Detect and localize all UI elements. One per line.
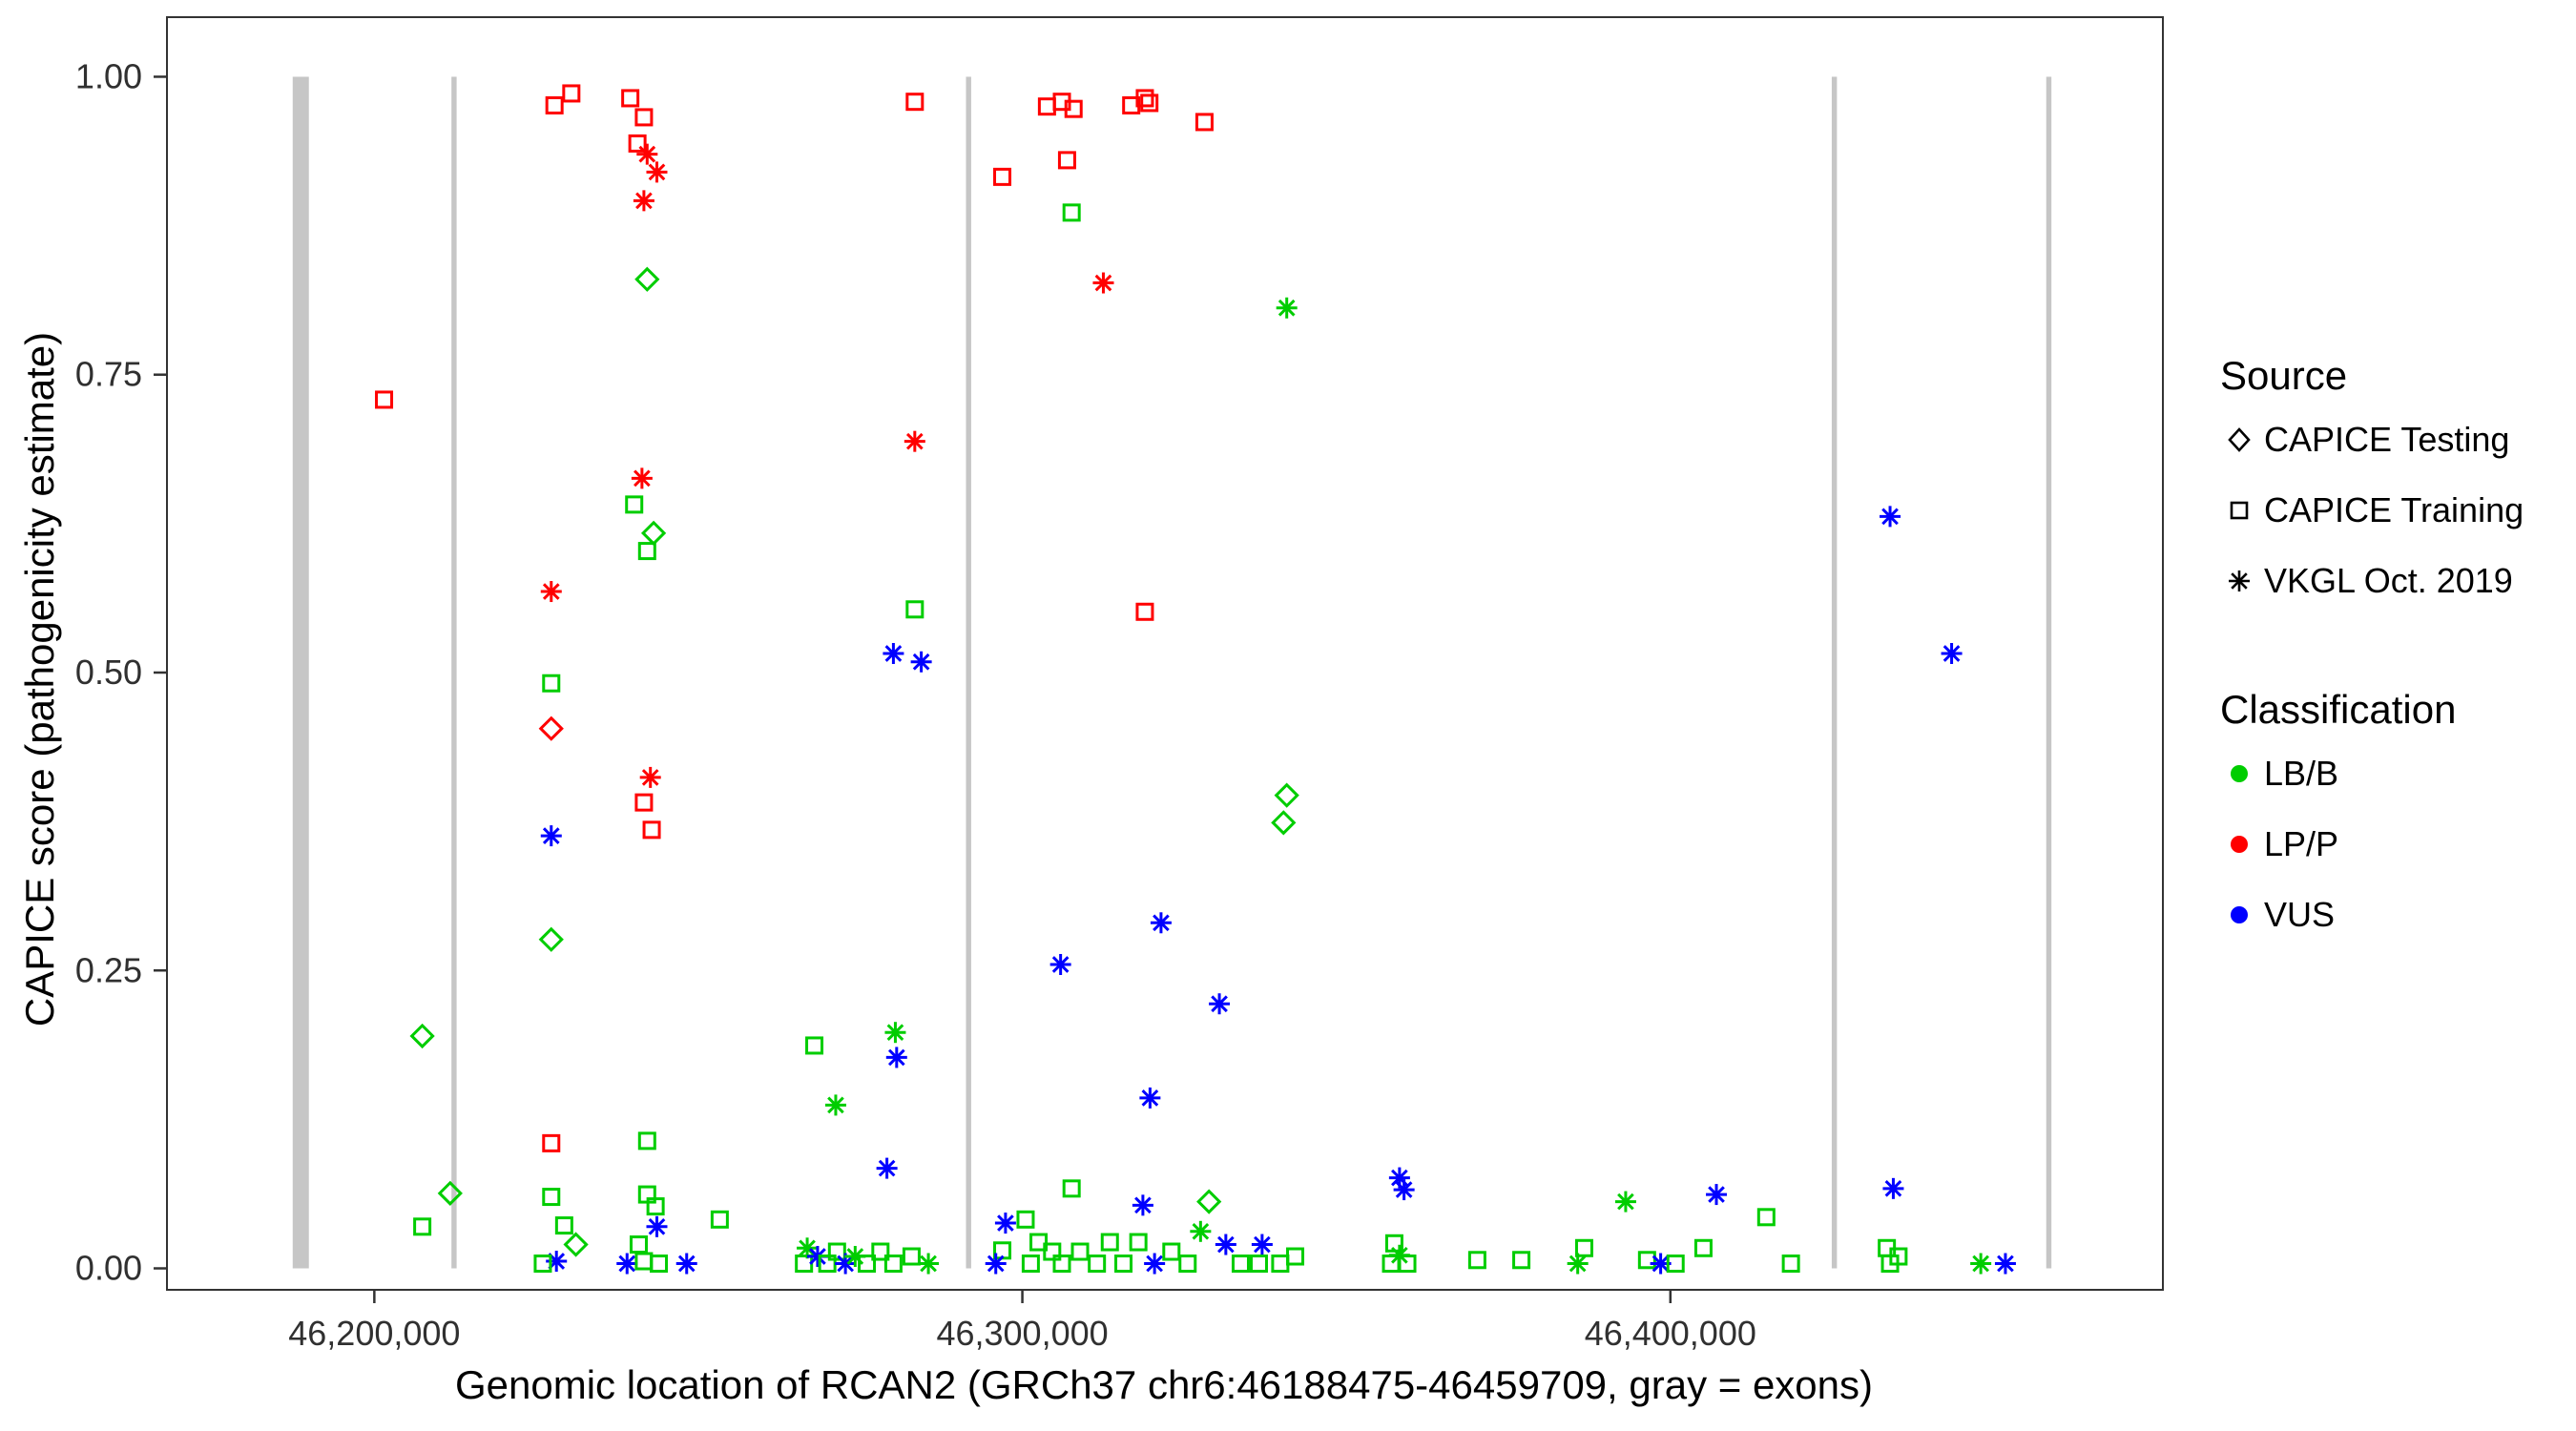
legend-classification-title: Classification — [2220, 687, 2457, 732]
svg-text:0.25: 0.25 — [75, 950, 142, 989]
diamond-icon — [2220, 421, 2264, 459]
svg-text:0.50: 0.50 — [75, 653, 142, 692]
blue-dot-icon — [2220, 896, 2264, 934]
svg-text:0.75: 0.75 — [75, 355, 142, 394]
legend: Source CAPICE Testing CAPICE Training — [2220, 353, 2573, 1021]
svg-text:46,400,000: 46,400,000 — [1585, 1314, 1756, 1353]
svg-text:46,300,000: 46,300,000 — [936, 1314, 1108, 1353]
svg-text:1.00: 1.00 — [75, 56, 142, 95]
y-axis-title: CAPICE score (pathogenicity estimate) — [17, 331, 62, 1027]
red-dot-icon — [2220, 825, 2264, 863]
legend-label: LP/P — [2264, 824, 2339, 863]
legend-item-lpp: LP/P — [2220, 824, 2573, 863]
square-icon — [2220, 491, 2264, 529]
svg-text:0.00: 0.00 — [75, 1249, 142, 1288]
legend-item-vus: VUS — [2220, 895, 2573, 934]
legend-item-capice-training: CAPICE Training — [2220, 490, 2573, 529]
legend-source: Source CAPICE Testing CAPICE Training — [2220, 353, 2573, 600]
legend-item-vkgl: VKGL Oct. 2019 — [2220, 561, 2573, 600]
asterisk-icon — [2220, 562, 2264, 600]
legend-label: CAPICE Training — [2264, 490, 2524, 529]
legend-source-title: Source — [2220, 353, 2348, 398]
svg-text:46,200,000: 46,200,000 — [288, 1314, 460, 1353]
legend-label: LB/B — [2264, 754, 2339, 793]
legend-label: VKGL Oct. 2019 — [2264, 561, 2513, 600]
legend-label: VUS — [2264, 895, 2336, 934]
legend-label: CAPICE Testing — [2264, 420, 2510, 459]
x-axis-title: Genomic location of RCAN2 (GRCh37 chr6:4… — [454, 1362, 1874, 1407]
legend-item-capice-testing: CAPICE Testing — [2220, 420, 2573, 459]
legend-item-lbb: LB/B — [2220, 754, 2573, 793]
legend-classification: Classification LB/B LP/P VUS — [2220, 687, 2573, 934]
green-dot-icon — [2220, 755, 2264, 793]
